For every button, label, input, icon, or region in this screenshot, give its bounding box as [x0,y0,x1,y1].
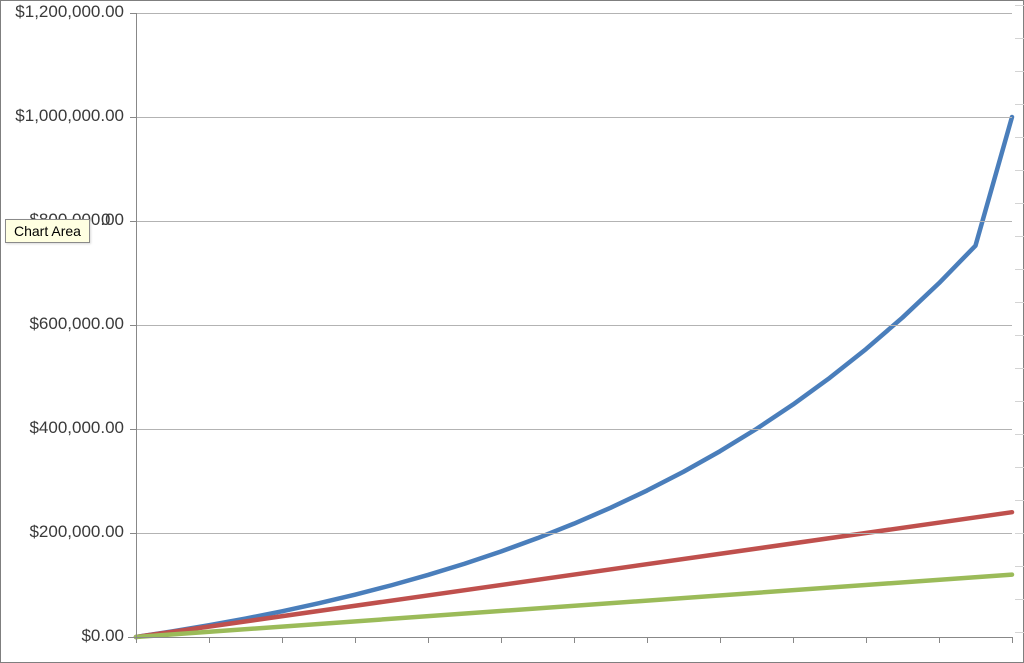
y-tick-label: $600,000.00 [29,314,124,334]
x-tick-mark [428,637,429,643]
x-tick-mark [647,637,648,643]
x-tick-mark [501,637,502,643]
x-tick-mark [793,637,794,643]
gridline [136,533,1012,534]
x-tick-mark [209,637,210,643]
y-tick-mark [130,221,136,222]
gridline [136,117,1012,118]
spreadsheet-grid-right [1015,1,1024,663]
y-tick-label: $200,000.00 [29,522,124,542]
gridline [136,13,1012,14]
tooltip-text: Chart Area [14,223,81,239]
x-tick-mark [1012,637,1013,643]
y-tick-mark [130,533,136,534]
y-tick-mark [130,117,136,118]
truncated-tick-label: 0 [101,210,110,230]
y-tick-mark [130,13,136,14]
plot-area[interactable] [136,13,1012,637]
y-axis-line [136,13,137,637]
y-tick-label: $400,000.00 [29,418,124,438]
x-axis-line [128,637,1012,638]
y-tick-label: $1,200,000.00 [15,2,124,22]
x-tick-mark [136,637,137,643]
x-tick-mark [866,637,867,643]
gridline [136,325,1012,326]
y-tick-label: $0.00 [81,626,124,646]
x-tick-mark [720,637,721,643]
gridline [136,429,1012,430]
gridline [136,221,1012,222]
x-tick-mark [355,637,356,643]
y-tick-mark [130,429,136,430]
x-tick-mark [939,637,940,643]
x-tick-mark [282,637,283,643]
series-blue[interactable] [136,117,1012,637]
x-tick-mark [574,637,575,643]
chart-area-tooltip: Chart Area [5,219,90,243]
series-red[interactable] [136,512,1012,637]
y-tick-label: $1,000,000.00 [15,106,124,126]
chart-area[interactable]: $0.00$200,000.00$400,000.00$600,000.00$8… [0,0,1024,663]
series-green[interactable] [136,575,1012,637]
y-tick-mark [130,325,136,326]
